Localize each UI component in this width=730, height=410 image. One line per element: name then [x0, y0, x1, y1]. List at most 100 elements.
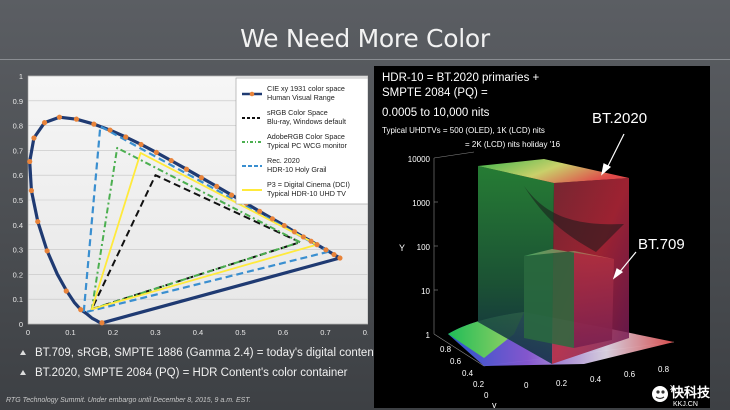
- hdr-small-line-1: Typical UHDTVs = 500 (OLED), 1K (LCD) ni…: [382, 126, 545, 135]
- legend-label: Human Visual Range: [267, 93, 335, 102]
- data-point: [44, 248, 50, 254]
- hdr-y-ticks: 10000 1000 100 10 1: [408, 155, 431, 340]
- bullet-text: BT.709, sRGB, SMPTE 1886 (Gamma 2.4) = t…: [35, 347, 377, 359]
- bullet-icon: [20, 350, 26, 355]
- hdr-x-tick: 0.4: [590, 375, 602, 384]
- series-line-2: [90, 174, 301, 311]
- hdr-y-tick: 10: [421, 287, 430, 296]
- hdr-volume-graphic: 10000 1000 100 10 1 Y 0.8 0.6 0.4 0.2 0 …: [399, 133, 675, 408]
- callout-arrows: [601, 133, 637, 280]
- y-tick-label: 0.4: [13, 221, 23, 230]
- data-point: [281, 222, 287, 229]
- data-point: [198, 175, 204, 181]
- legend-label: CIE xy 1931 color space: [267, 84, 345, 93]
- hdr-x-tick: 0.8: [658, 365, 670, 374]
- y-tick-label: 0.5: [13, 196, 23, 205]
- hdr-line-3: 0.0005 to 10,000 nits: [382, 107, 490, 119]
- hdr-depth-tick: 0.8: [440, 345, 452, 354]
- title-divider: [0, 59, 730, 60]
- series-line-4: [82, 125, 330, 314]
- y-tick-label: 1: [19, 72, 23, 81]
- legend-label: Rec. 2020: [267, 156, 300, 165]
- y-tick-label: 0.2: [13, 270, 23, 279]
- bullet-item-2: BT.2020, SMPTE 2084 (PQ) = HDR Content's…: [20, 367, 348, 379]
- x-tick-label: 0: [26, 328, 30, 337]
- data-point: [337, 255, 343, 261]
- data-point: [31, 135, 37, 141]
- data-point: [314, 242, 320, 248]
- y-tick-label: 0.7: [13, 146, 23, 155]
- bullet-item-1: BT.709, sRGB, SMPTE 1886 (Gamma 2.4) = t…: [20, 347, 377, 359]
- hdr-x-tick: 0: [524, 381, 529, 390]
- data-point: [63, 288, 69, 294]
- data-point: [78, 307, 84, 313]
- bt709-right-face: [574, 251, 614, 348]
- legend-label: HDR-10 Holy Grail: [267, 165, 327, 174]
- data-point: [153, 149, 159, 155]
- x-axis-ticks: 0 0.1 0.2 0.3 0.4 0.5 0.6 0.7 0.8: [26, 328, 368, 337]
- data-point: [228, 192, 235, 198]
- hdr-line-2: SMPTE 2084 (PQ) =: [382, 87, 488, 99]
- hdr-depth-tick: 0.2: [473, 380, 485, 389]
- y-tick-label: 0.3: [13, 246, 23, 255]
- hdr-depth-tick: 0: [484, 391, 489, 400]
- y-tick-label: 0: [19, 320, 23, 329]
- data-point: [269, 216, 275, 222]
- y-axis-ticks: 0 0.1 0.2 0.3 0.4 0.5 0.6 0.7 0.8 0.9 1: [13, 72, 23, 329]
- hdr-y-tick: 10000: [408, 155, 431, 164]
- hdr-small-line-2: = 2K (LCD) nits holiday '16: [465, 140, 561, 149]
- data-point: [331, 251, 337, 258]
- legend-marker: [249, 91, 255, 97]
- bullet-text: BT.2020, SMPTE 2084 (PQ) = HDR Content's…: [35, 367, 348, 379]
- series-line-3: [90, 146, 301, 311]
- bt709-label: BT.709: [638, 236, 685, 253]
- bt2020-top-face: [478, 159, 629, 183]
- bt709-top-face: [524, 249, 614, 259]
- data-point: [28, 187, 34, 194]
- data-point: [123, 134, 129, 140]
- data-point: [27, 158, 33, 165]
- series-line-5: [90, 152, 318, 310]
- y-tick-label: 0.1: [13, 295, 23, 304]
- x-tick-label: 0.7: [320, 328, 330, 337]
- data-point: [168, 157, 174, 164]
- data-point: [41, 120, 48, 126]
- x-tick-label: 0.8: [363, 328, 368, 337]
- x-tick-label: 0.5: [235, 328, 245, 337]
- y-tick-label: 0.6: [13, 171, 23, 180]
- bt2020-label: BT.2020: [592, 110, 648, 127]
- bt709-left-face: [524, 251, 574, 348]
- hdr-x-ticks: 0 0.2 0.4 0.6 0.8: [524, 365, 670, 390]
- legend-label: sRGB Color Space: [267, 108, 328, 117]
- hdr-depth-tick: 0.6: [450, 357, 462, 366]
- logo-text: 快科技: [671, 385, 711, 401]
- cie-chart: 0 0.1 0.2 0.3 0.4 0.5 0.6 0.7 0.8 0.9 1 0 0.1 0.2 0.3…: [13, 72, 368, 337]
- y-tick-label: 0.8: [13, 122, 23, 131]
- hdr-depth-ticks: 0.8 0.6 0.4 0.2 0: [440, 345, 489, 400]
- data-point: [308, 238, 314, 244]
- legend-label: Typical PC WCG monitor: [267, 141, 347, 150]
- x-tick-label: 0.2: [108, 328, 118, 337]
- data-point: [323, 247, 329, 253]
- hdr-x-tick: 0.2: [556, 379, 568, 388]
- y-tick-label: 0.9: [13, 97, 23, 106]
- x-tick-label: 0.1: [65, 328, 75, 337]
- data-point: [300, 234, 306, 240]
- data-point: [73, 116, 80, 122]
- data-point: [257, 208, 263, 215]
- data-point: [183, 166, 190, 172]
- x-tick-label: 0.4: [193, 328, 203, 337]
- hdr-y-axis-label: Y: [399, 243, 405, 253]
- data-point: [138, 141, 144, 148]
- bullet-icon: [20, 370, 26, 375]
- bt2020-cusp: [524, 186, 624, 252]
- data-point: [107, 127, 113, 133]
- legend-label: Typical HDR-10 UHD TV: [267, 189, 346, 198]
- kkj-logo: 快科技 KKJ.CN: [652, 385, 711, 408]
- hdr-line-1: HDR-10 = BT.2020 primaries +: [382, 72, 540, 84]
- footer-text: RTG Technology Summit. Under embargo unt…: [6, 397, 251, 404]
- hdr-depth-axis-label: y: [492, 400, 497, 408]
- data-point: [56, 114, 63, 120]
- hdr-volume-panel: HDR-10 = BT.2020 primaries + SMPTE 2084 …: [374, 66, 710, 408]
- chart-markers: [27, 114, 343, 326]
